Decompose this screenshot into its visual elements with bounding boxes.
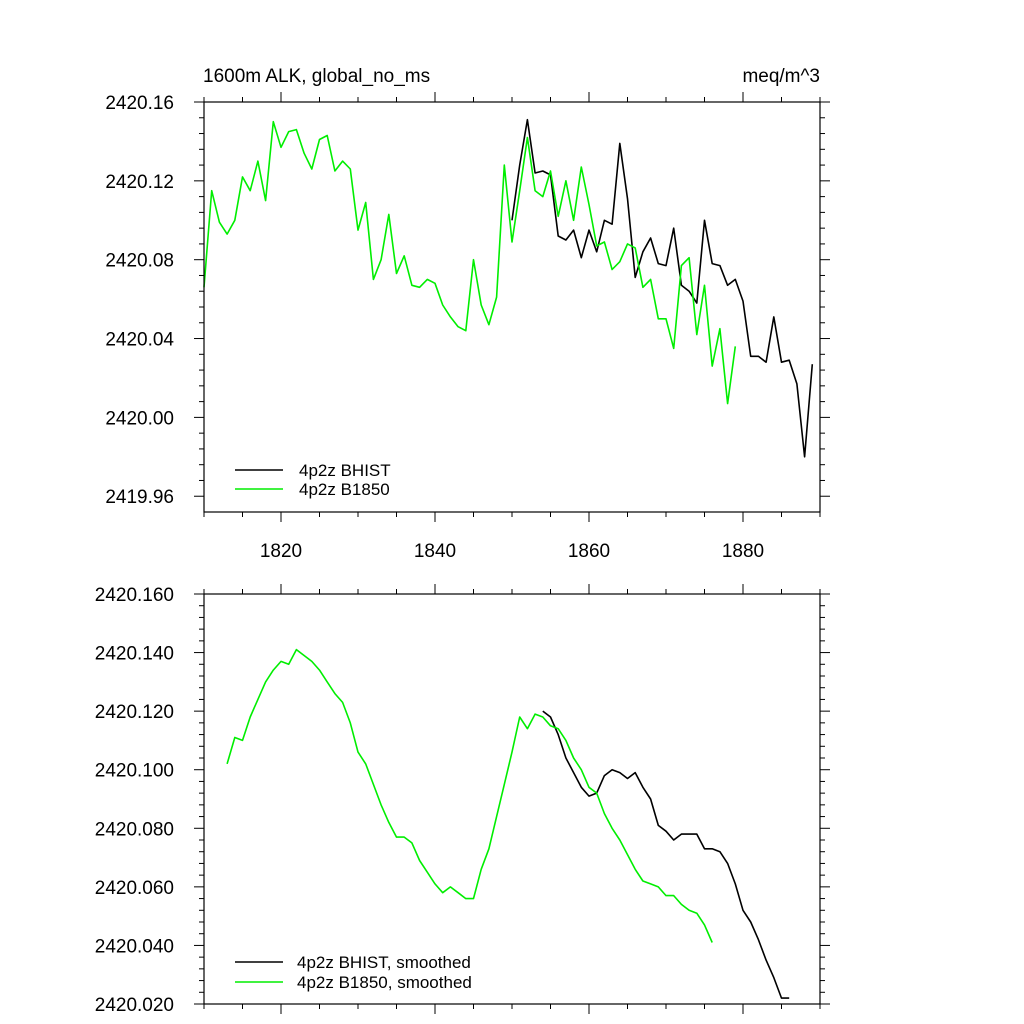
top-panel-y-tick-labels: 2419.96 2420.00 2420.04 2420.08 2420.12 2420.… <box>105 93 174 508</box>
bottom-y-tick-label: 2420.060 <box>95 878 174 899</box>
top-panel-series <box>203 118 814 458</box>
bottom-y-tick-label: 2420.120 <box>95 702 174 723</box>
top-panel-units: meq/m^3 <box>742 66 820 87</box>
top-y-tick-label: 2420.08 <box>105 251 174 272</box>
top-x-tick-label: 1860 <box>568 541 610 562</box>
bottom-panel-y-tick-labels: 2420.020 2420.040 2420.060 2420.080 2420.100… <box>95 585 174 1016</box>
top-y-tick-label: 2420.04 <box>105 330 174 351</box>
bottom-legend-label-bhist: 4p2z BHIST, smoothed <box>297 953 471 972</box>
top-x-tick-label: 1840 <box>414 541 456 562</box>
top-panel-legend: 4p2z BHIST 4p2z B1850 <box>235 461 391 499</box>
top-legend-label-b1850: 4p2z B1850 <box>299 480 390 499</box>
bottom-panel-plot-frame <box>203 593 821 1005</box>
bottom-y-tick-label: 2420.080 <box>95 819 174 840</box>
bottom-y-tick-label: 2420.160 <box>95 585 174 606</box>
top-panel-title: 1600m ALK, global_no_ms <box>203 66 430 87</box>
top-y-tick-label: 2420.12 <box>105 172 174 193</box>
top-y-tick-label: 2419.96 <box>105 487 174 508</box>
top-panel-plot-frame <box>203 101 821 513</box>
top-series-bhist-line <box>511 118 814 458</box>
bottom-panel-legend: 4p2z BHIST, smoothed 4p2z B1850, smoothe… <box>235 953 472 992</box>
top-panel: 1600m ALK, global_no_ms meq/m^3 2419.962… <box>105 66 830 562</box>
top-legend-label-bhist: 4p2z BHIST <box>299 461 391 480</box>
bottom-series-b1850-line <box>226 648 713 943</box>
bottom-panel-series <box>226 648 790 999</box>
bottom-y-tick-label: 2420.140 <box>95 644 174 665</box>
bottom-y-tick-label: 2420.100 <box>95 761 174 782</box>
bottom-series-bhist-line <box>542 710 790 999</box>
bottom-panel-ticks <box>194 584 830 1014</box>
top-series-b1850-line <box>203 120 737 405</box>
top-y-tick-label: 2420.00 <box>105 408 174 429</box>
top-y-tick-label: 2420.16 <box>105 93 174 114</box>
top-x-tick-label: 1820 <box>260 541 302 562</box>
bottom-panel: 2420.020 2420.040 2420.060 2420.080 2420.100… <box>95 584 830 1016</box>
top-panel-ticks <box>194 92 830 522</box>
top-x-tick-label: 1880 <box>722 541 764 562</box>
bottom-legend-label-b1850: 4p2z B1850, smoothed <box>297 973 472 992</box>
bottom-y-tick-label: 2420.020 <box>95 995 174 1016</box>
bottom-y-tick-label: 2420.040 <box>95 936 174 957</box>
top-panel-x-tick-labels: 1820 1840 1860 1880 <box>260 541 764 562</box>
